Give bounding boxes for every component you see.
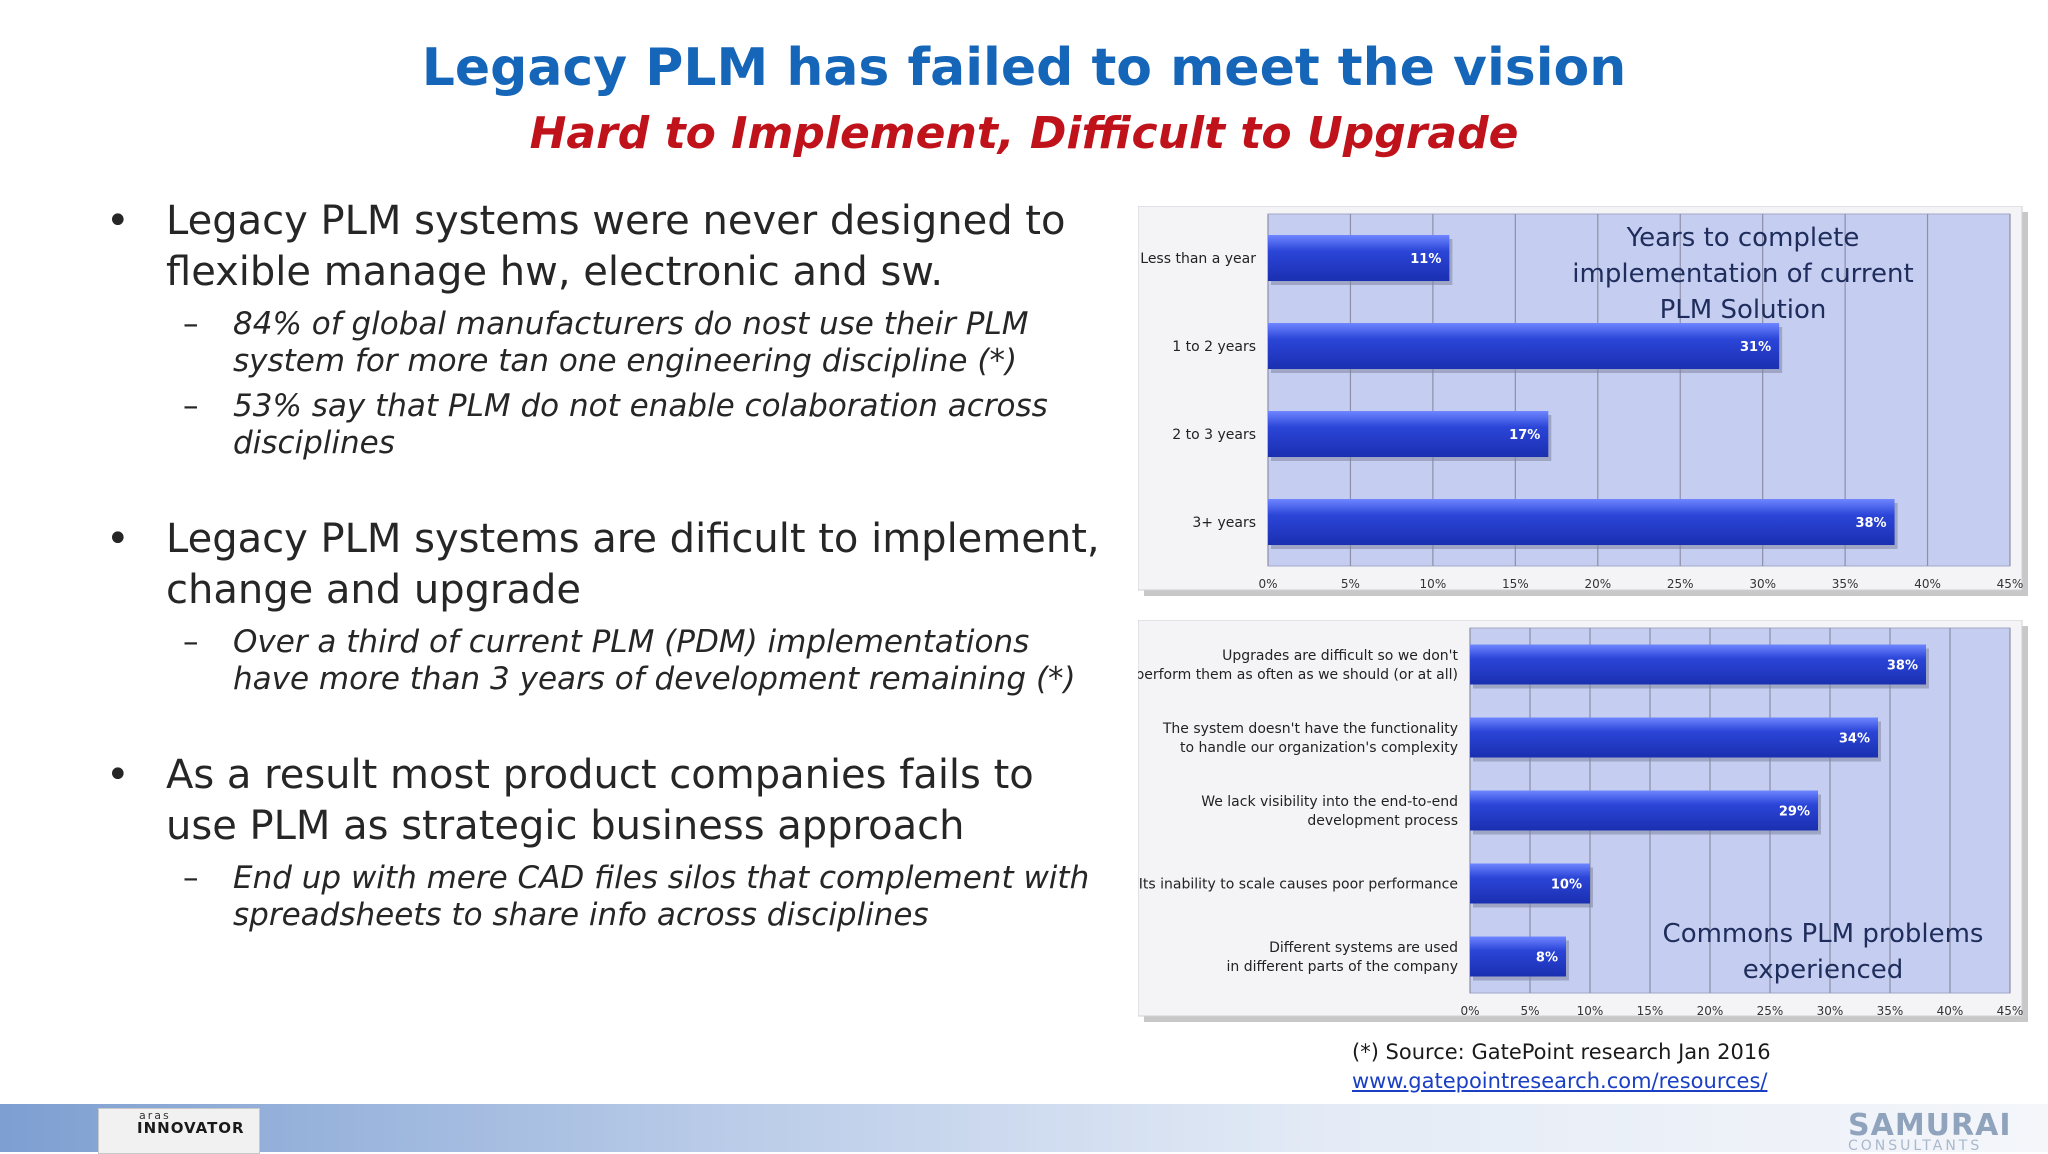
chart-implementation-years: 0% 5% 10% 15% 20% 25% 30% 35% 40% 45% 11% Less than… <box>1138 206 2028 596</box>
chart1-bar-2 <box>1268 411 1549 457</box>
sub-bullet-3-1: – End up with mere CAD files silos that c… <box>183 860 1090 933</box>
chart1-xtick-label: 5% <box>1341 577 1360 591</box>
chart1-data-label-3: 38% <box>1855 516 1886 531</box>
sub-bullet-1-2: –53% say that PLM do not enable colabora… <box>183 388 1048 461</box>
bullet-1: • Legacy PLM systems were never designed … <box>106 198 1066 295</box>
chart-plm-problems-svg: 0% 5% 10% 15% 20% 25% 30% 35% 40% 45% 38% Upgrades … <box>1138 620 2028 1022</box>
chart1-category-label-3: 3+ years <box>1192 515 1256 531</box>
sub-bullet-1-1: –84% of global manufacturers do nost use… <box>183 306 1029 379</box>
bullet-2: • Legacy PLM systems are dificult to impl… <box>106 516 1100 613</box>
samurai-logo-sub: CONSULTANTS <box>1848 1138 1983 1154</box>
slide-subtitle: Hard to Implement, Difficult to Upgrade <box>529 108 1519 159</box>
chart-implementation-years-title: Years to complete implementation of curr… <box>1572 223 1914 325</box>
chart1-bar-0 <box>1268 235 1450 281</box>
chart1-xtick-label: 15% <box>1502 577 1529 591</box>
chart1-category-label-2: 2 to 3 years <box>1172 427 1256 443</box>
chart2-xtick-label: 10% <box>1577 1004 1604 1018</box>
source-note: (*) Source: GatePoint research Jan 2016 … <box>1352 1038 1771 1096</box>
slide-title: Legacy PLM has failed to meet the vision <box>421 38 1627 98</box>
chart1-data-label-0: 11% <box>1410 252 1441 267</box>
chart1-data-label-1: 31% <box>1740 340 1771 355</box>
chart1-xtick-label: 10% <box>1420 577 1447 591</box>
chart2-xtick-label: 5% <box>1520 1004 1539 1018</box>
chart2-category-label-4: Different systems are used in different p… <box>1227 940 1458 975</box>
chart2-xtick-label: 0% <box>1460 1004 1479 1018</box>
chart2-data-label-1: 34% <box>1839 732 1870 747</box>
chart1-xtick-label: 35% <box>1832 577 1859 591</box>
chart2-xtick-label: 45% <box>1997 1004 2024 1018</box>
chart1-xtick-label: 0% <box>1258 577 1277 591</box>
chart2-bar-2 <box>1470 790 1818 831</box>
chart-plm-problems-title: Commons PLM problems experienced <box>1662 919 1984 985</box>
chart2-bar-3 <box>1470 863 1590 904</box>
chart2-data-label-3: 10% <box>1551 878 1582 893</box>
chart1-xtick-label: 20% <box>1584 577 1611 591</box>
chart1-xtick-label: 40% <box>1914 577 1941 591</box>
chart1-bar-1 <box>1268 323 1780 369</box>
chart2-category-label-1: The system doesn't have the functionalit… <box>1162 721 1458 756</box>
chart2-bar-4 <box>1470 936 1566 977</box>
chart2-data-label-0: 38% <box>1887 659 1918 674</box>
chart1-bar-3 <box>1268 499 1895 545</box>
chart1-data-label-2: 17% <box>1509 428 1540 443</box>
footer-bar <box>0 1104 2048 1152</box>
source-text: (*) Source: GatePoint research Jan 2016 <box>1352 1040 1771 1064</box>
aras-innovator-logo: aras INNOVATOR <box>98 1108 260 1154</box>
samurai-logo: SAMURAI <box>1848 1108 2012 1143</box>
source-link[interactable]: www.gatepointresearch.com/resources/ <box>1352 1069 1768 1093</box>
chart2-xtick-label: 25% <box>1757 1004 1784 1018</box>
chart1-category-label-1: 1 to 2 years <box>1172 339 1256 355</box>
chart2-xtick-label: 15% <box>1637 1004 1664 1018</box>
chart-implementation-years-svg: 0% 5% 10% 15% 20% 25% 30% 35% 40% 45% 11% Less than… <box>1138 206 2028 596</box>
bullet-3: • As a result most product companies fail… <box>106 752 1034 849</box>
chart2-xtick-label: 20% <box>1697 1004 1724 1018</box>
sub-bullet-2-1: – Over a third of current PLM (PDM) imple… <box>183 624 1076 697</box>
chart2-category-label-2: We lack visibility into the end-to-end de… <box>1201 794 1458 829</box>
chart2-data-label-4: 8% <box>1536 951 1558 966</box>
chart2-data-label-2: 29% <box>1779 805 1810 820</box>
chart2-xtick-label: 30% <box>1817 1004 1844 1018</box>
chart2-xtick-label: 40% <box>1937 1004 1964 1018</box>
chart1-xtick-label: 30% <box>1749 577 1776 591</box>
chart-plm-problems: 0% 5% 10% 15% 20% 25% 30% 35% 40% 45% 38% Upgrades … <box>1138 620 2028 1022</box>
chart2-category-label-3: Its inability to scale causes poor perfo… <box>1139 877 1458 893</box>
chart2-bar-1 <box>1470 717 1878 758</box>
bullet-list: • Legacy PLM systems were never designed … <box>100 196 1100 934</box>
chart1-category-label-0: Less than a year <box>1140 251 1256 267</box>
chart1-xtick-label: 45% <box>1997 577 2024 591</box>
chart2-category-label-0: Upgrades are difficult so we don't perfor… <box>1138 648 1459 683</box>
chart1-xtick-label: 25% <box>1667 577 1694 591</box>
chart2-bar-0 <box>1470 644 1926 685</box>
chart2-xtick-label: 35% <box>1877 1004 1904 1018</box>
